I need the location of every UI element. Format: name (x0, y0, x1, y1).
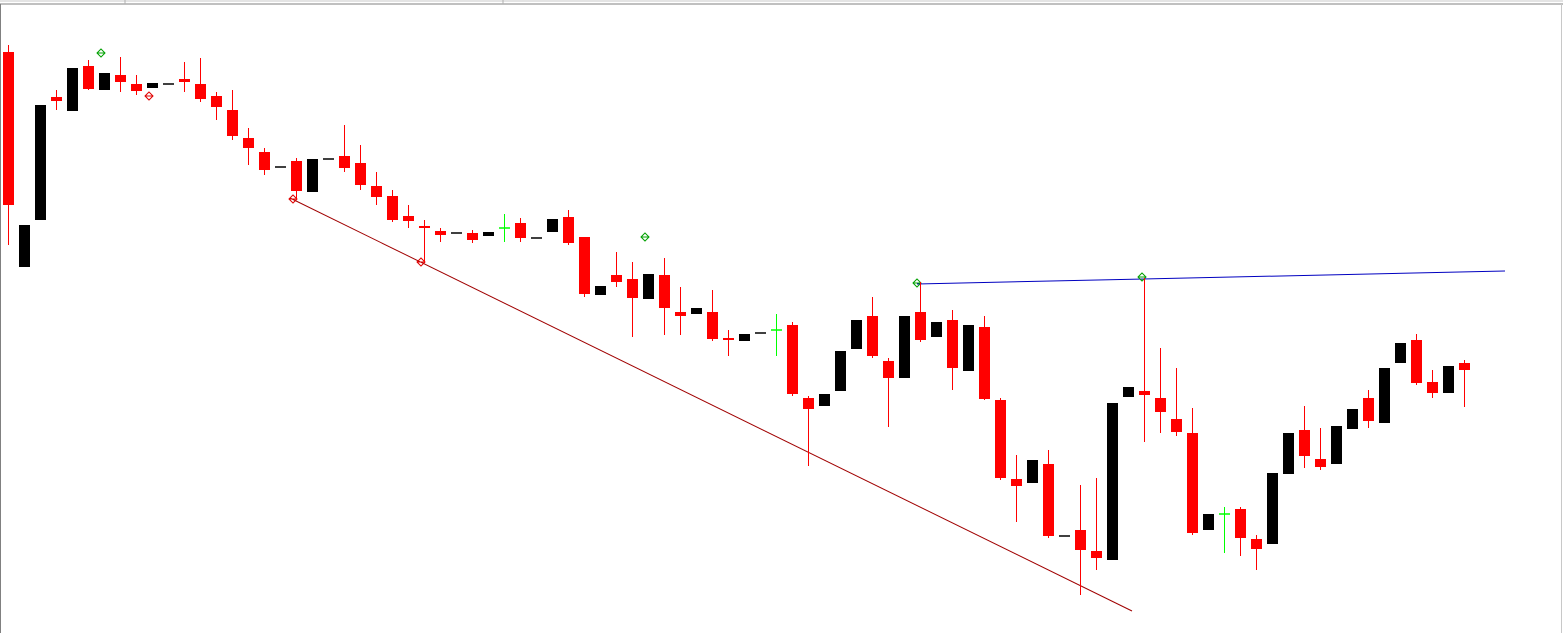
candle-body (1395, 343, 1406, 363)
candle-body (1139, 391, 1150, 395)
candle-body (1011, 479, 1022, 486)
candle-body (563, 217, 574, 243)
candle-body (803, 398, 814, 409)
candle-body (643, 274, 654, 299)
candle-body (915, 312, 926, 340)
candle-body (1171, 419, 1182, 432)
candle-body (739, 334, 750, 341)
candle-body (1155, 398, 1166, 412)
candle-body (1379, 368, 1390, 423)
candle-body (883, 361, 894, 378)
candle-body (195, 84, 206, 99)
candle-body (1235, 509, 1246, 538)
candle-body (1075, 530, 1086, 550)
candle-body (1043, 464, 1054, 536)
candle-body (1347, 409, 1358, 429)
candle-body (243, 138, 254, 148)
fractal-up (640, 232, 650, 242)
candle-body (515, 223, 526, 238)
candle-body (35, 105, 46, 220)
candle-body (1283, 433, 1294, 474)
trend-line (289, 197, 1133, 612)
candle-body (659, 275, 670, 308)
candle-body (1363, 398, 1374, 421)
candle-body (179, 79, 190, 82)
fractal-markers (96, 48, 1147, 288)
trend-line (916, 270, 1506, 285)
candle-body (339, 156, 350, 168)
candle-body (403, 216, 414, 221)
candle-body (307, 159, 318, 192)
candle-body (371, 186, 382, 197)
fractal-up (1137, 272, 1147, 282)
candle-body (1427, 382, 1438, 393)
candle-body (467, 233, 478, 240)
candle-body (115, 75, 126, 82)
fractal-down (288, 194, 298, 204)
candle-body (147, 83, 158, 88)
candle-body (547, 219, 558, 232)
candle-body (851, 320, 862, 349)
candle-body (1459, 363, 1470, 370)
candle-body (1299, 430, 1310, 456)
candle-body (83, 66, 94, 89)
candle-body (419, 226, 430, 228)
candle-body (1107, 403, 1118, 560)
candle-body (995, 400, 1006, 478)
candle-body (131, 84, 142, 91)
candle-body (787, 325, 798, 394)
candle-body (707, 312, 718, 339)
candle-body (1091, 551, 1102, 558)
candle-body (963, 325, 974, 371)
candle-body (1411, 340, 1422, 383)
fractal-up (912, 278, 922, 288)
candle-body (611, 275, 622, 282)
candle-body (3, 52, 14, 205)
candle-body (1443, 366, 1454, 393)
candle-body (1251, 539, 1262, 549)
candle-body (227, 110, 238, 136)
candle-body (211, 96, 222, 107)
candle-body (435, 231, 446, 235)
candle-body (259, 152, 270, 170)
candle-body (595, 286, 606, 295)
candle-body (691, 308, 702, 314)
fractal-down (416, 257, 426, 267)
candle-body (99, 73, 110, 90)
candle-body (723, 338, 734, 340)
candle-body (19, 225, 30, 267)
candle-body (819, 394, 830, 406)
candle-body (1027, 460, 1038, 483)
fractal-up (96, 48, 106, 58)
candle-body (1187, 433, 1198, 533)
candle-body (1123, 387, 1134, 397)
candle-body (1331, 426, 1342, 464)
candle-body (627, 279, 638, 298)
candle-body (675, 312, 686, 316)
candle-body (483, 232, 494, 236)
candle-body (355, 163, 366, 185)
candle-body (1315, 459, 1326, 467)
candle-body (67, 68, 78, 111)
candle-body (51, 97, 62, 101)
fractal-down (144, 91, 154, 101)
candle-body (835, 351, 846, 391)
candle-body (931, 322, 942, 337)
candle-body (867, 316, 878, 356)
candle-body (387, 196, 398, 220)
candle-body (979, 327, 990, 399)
candle-body (291, 161, 302, 191)
candle-body (579, 237, 590, 294)
candle-body (947, 320, 958, 368)
candle-body (1267, 473, 1278, 544)
candle-body (899, 316, 910, 378)
candle-body (1203, 514, 1214, 530)
